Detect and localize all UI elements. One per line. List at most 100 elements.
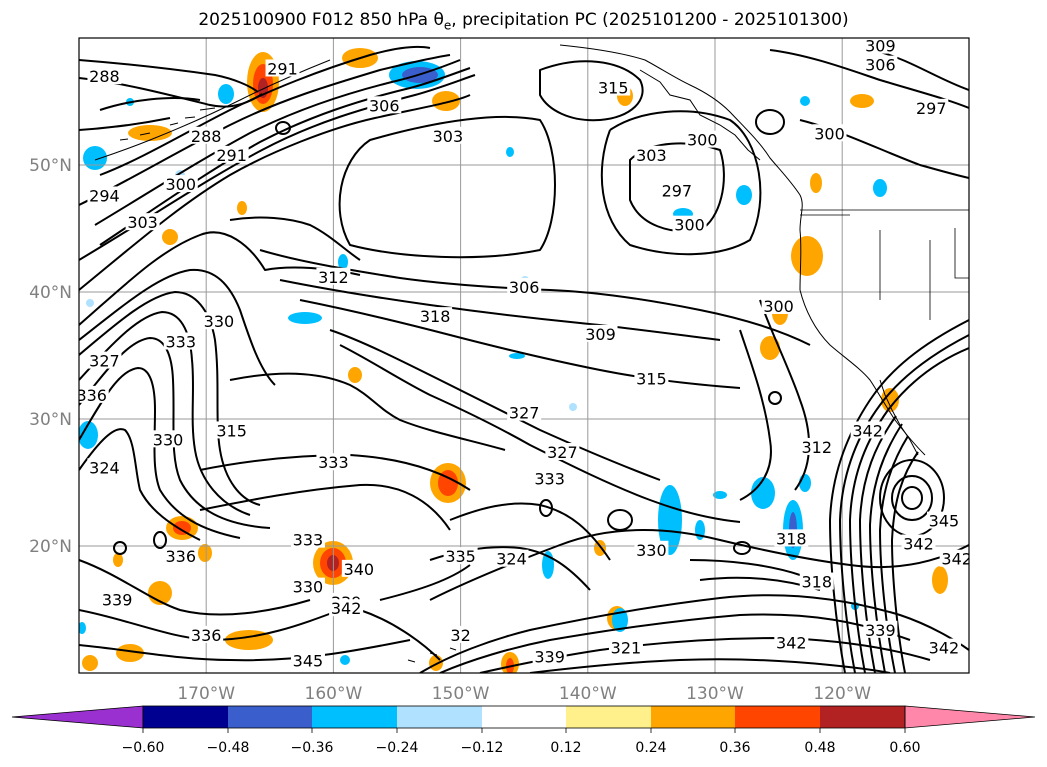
contour-line xyxy=(79,559,311,616)
contour-line xyxy=(79,311,251,516)
contour-label: 300 xyxy=(763,297,794,316)
contour-line xyxy=(199,483,451,531)
contour-label-bg xyxy=(290,530,325,548)
contour-line xyxy=(439,613,911,673)
contour-label: 333 xyxy=(534,470,565,489)
colorbar-tick-label: −0.24 xyxy=(376,740,419,756)
colorbar-tick-label: −0.36 xyxy=(291,740,334,756)
shade-positive xyxy=(881,388,899,412)
state-border xyxy=(800,209,969,216)
contour-label: 315 xyxy=(636,369,667,388)
contour-label-bg xyxy=(507,277,542,295)
contour-label: 342 xyxy=(903,534,934,553)
contour-label: 339 xyxy=(534,647,565,666)
contour-line xyxy=(891,451,919,673)
contour-label: 318 xyxy=(776,529,807,548)
contour-label: 330 xyxy=(204,312,235,331)
shade-negative xyxy=(509,353,525,359)
contour-label: 300 xyxy=(165,175,196,194)
state-border xyxy=(879,228,969,320)
colorbar-tick-label: 0.60 xyxy=(889,740,920,756)
contour-label-bg xyxy=(87,67,122,85)
contour-label: 336 xyxy=(165,547,196,566)
contour-label: 330 xyxy=(153,430,184,449)
colorbar-segment xyxy=(397,706,482,728)
contour-label-bg xyxy=(608,638,643,656)
shade-positive xyxy=(162,229,178,245)
shade-negative xyxy=(873,179,887,197)
lat-tick-label: 20°N xyxy=(29,537,72,557)
contour-label-bg xyxy=(914,98,949,116)
contour-line xyxy=(79,117,171,131)
contour-label: 342 xyxy=(776,634,807,653)
contour-label-bg xyxy=(87,351,122,369)
contour-label-bg xyxy=(672,215,707,233)
contour-line xyxy=(338,115,556,259)
contour-label-bg xyxy=(596,78,631,96)
contour-label-bg xyxy=(532,469,567,487)
colorbar-segment xyxy=(735,706,820,728)
contour-label: 312 xyxy=(318,268,349,287)
contour-label: 288 xyxy=(89,67,120,86)
contour-label-bg xyxy=(583,324,618,342)
lon-tick-label: 150°W xyxy=(432,684,490,704)
contour-line xyxy=(379,564,471,601)
contour-label: 300 xyxy=(674,216,705,235)
coastline-alaska xyxy=(559,44,926,456)
contour-line xyxy=(607,509,633,531)
contour-line xyxy=(79,367,241,539)
contour-label: 339 xyxy=(865,621,896,640)
contour-label: 303 xyxy=(127,213,158,232)
coastline-bc xyxy=(639,69,761,161)
contour-label: 330 xyxy=(636,541,667,560)
contour-label-bg xyxy=(125,213,160,231)
contour-label-bg xyxy=(214,421,249,439)
contour-line xyxy=(99,45,431,176)
lon-tick-label: 140°W xyxy=(559,684,617,704)
contour-label-bg xyxy=(448,625,473,643)
contour-label-bg xyxy=(87,458,122,476)
contour-label: 306 xyxy=(865,56,896,75)
shade-positive xyxy=(198,544,212,562)
shade-positive xyxy=(791,236,823,276)
contour-line xyxy=(275,121,291,135)
lon-tick-label: 160°W xyxy=(305,684,363,704)
contour-label: 315 xyxy=(216,421,247,440)
contour-label-bg xyxy=(774,529,809,547)
figure-title: 2025100900 F012 850 hPa θe, precipitatio… xyxy=(198,10,849,33)
contour-line xyxy=(829,319,969,673)
contour-label: 318 xyxy=(420,307,451,326)
shade-positive xyxy=(116,644,144,662)
contour-line xyxy=(689,559,801,576)
shade-positive xyxy=(594,540,606,556)
contour-label: 309 xyxy=(865,37,896,56)
contour-line xyxy=(259,249,811,346)
contour-line xyxy=(600,110,762,256)
contour-label-bg xyxy=(418,307,453,325)
colorbar-tick-label: 0.24 xyxy=(635,740,666,756)
contour-line xyxy=(339,344,741,523)
contour-label-bg xyxy=(685,130,720,148)
shade-positive xyxy=(348,367,362,383)
contour-label-bg xyxy=(316,453,351,471)
contour-label: 342 xyxy=(852,421,883,440)
contour-line xyxy=(901,486,923,510)
shade-positive xyxy=(432,91,460,111)
contour-line xyxy=(229,216,361,261)
contour-line xyxy=(759,299,811,491)
shade-negative xyxy=(79,421,98,449)
shade-negative xyxy=(338,254,348,270)
shade-negative xyxy=(506,147,514,157)
contour-label-bg xyxy=(430,126,465,144)
contour-label: 339 xyxy=(102,590,133,609)
contour-label: 318 xyxy=(801,573,832,592)
contour-label-bg xyxy=(100,590,135,608)
colorbar-tick-label: 0.48 xyxy=(804,740,835,756)
contour-label-bg xyxy=(926,638,961,656)
contour-label: 312 xyxy=(801,438,832,457)
contour-label-bg xyxy=(316,267,351,285)
colorbar-segment xyxy=(228,706,312,728)
shade-positive xyxy=(113,553,123,567)
